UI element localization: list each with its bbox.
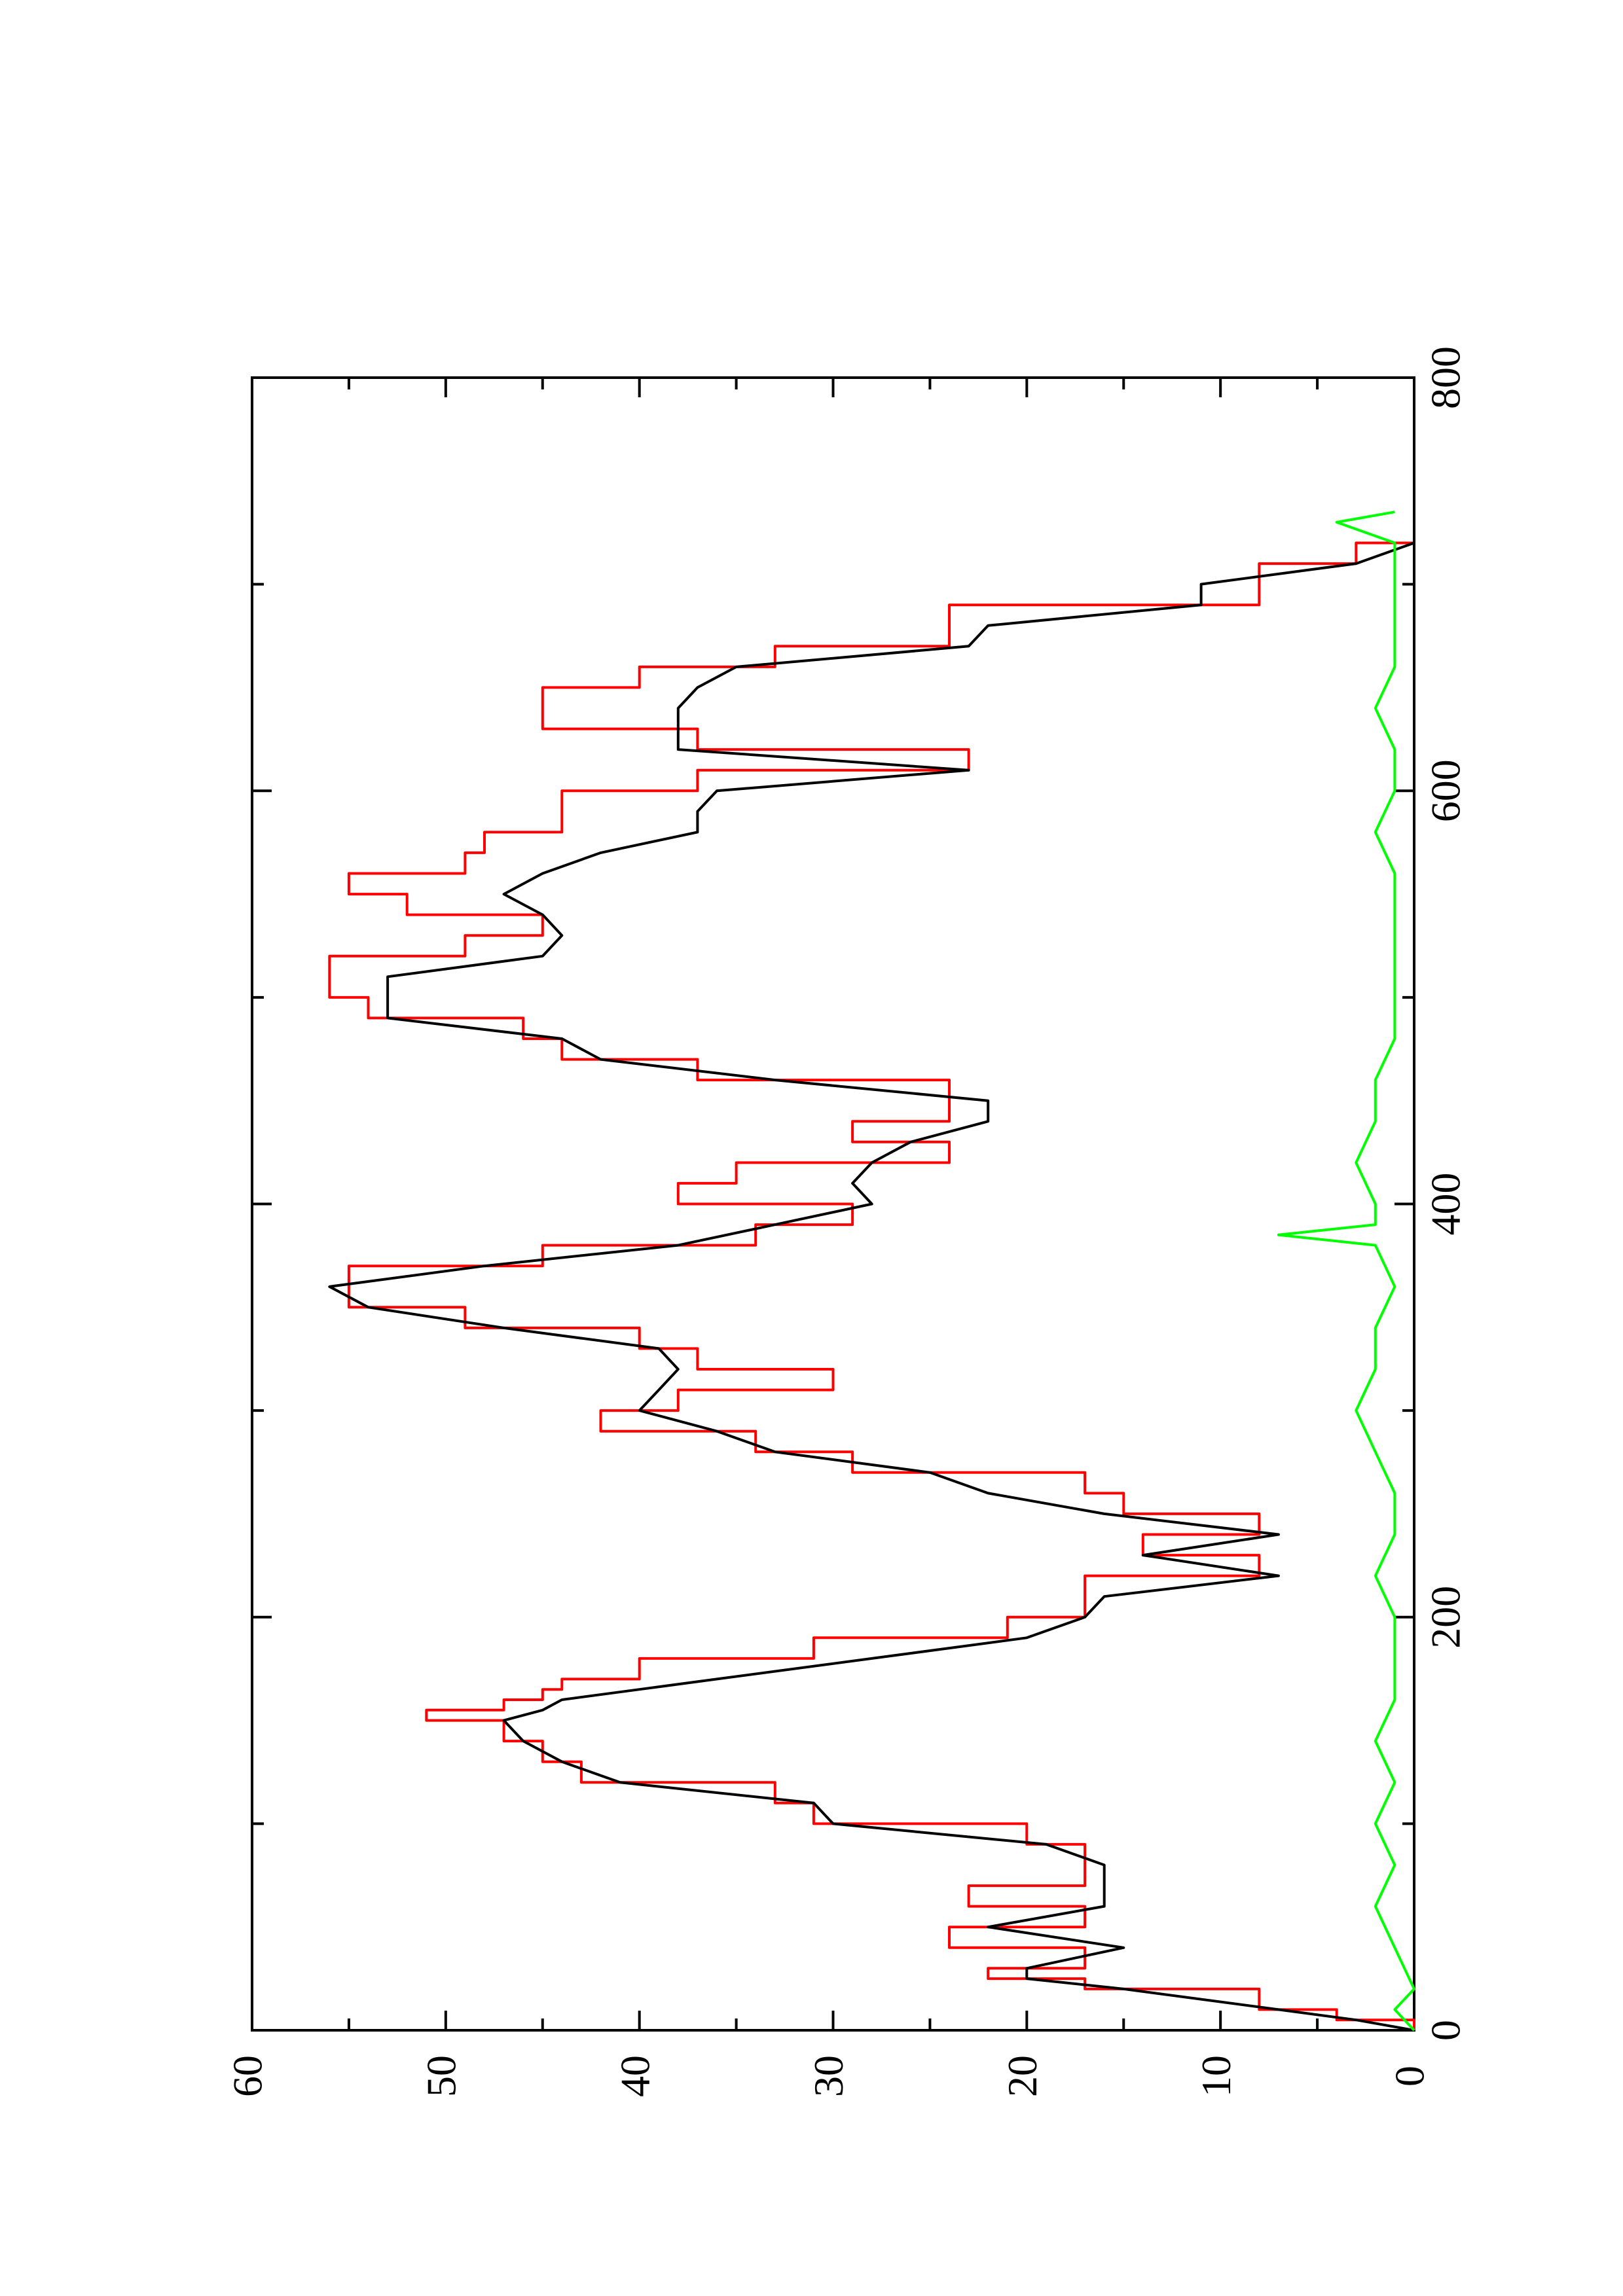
tick-labels: 0 200 400 600 800 0 10 20 30 40 50 60: [225, 346, 1469, 2097]
y-tick-label: 20: [999, 2055, 1046, 2097]
series-line-1: [328, 512, 1415, 2030]
x-tick-label: 600: [1423, 759, 1469, 822]
axis-ticks: [251, 376, 1415, 2032]
y-tick-label: 50: [418, 2055, 465, 2097]
y-tick-label: 60: [225, 2055, 271, 2097]
series-group: [328, 511, 1415, 2032]
x-tick-label: 0: [1423, 2020, 1469, 2041]
y-tick-label: 0: [1387, 2066, 1433, 2087]
y-tick-label: 10: [1193, 2055, 1239, 2097]
y-tick-label: 40: [611, 2055, 658, 2097]
y-tick-label: 30: [805, 2055, 852, 2097]
series-line-3: [1277, 511, 1415, 2032]
x-tick-label: 400: [1423, 1173, 1469, 1236]
series-line-2: [328, 512, 1415, 2032]
x-tick-label: 800: [1423, 346, 1469, 409]
x-tick-label: 200: [1423, 1586, 1469, 1649]
